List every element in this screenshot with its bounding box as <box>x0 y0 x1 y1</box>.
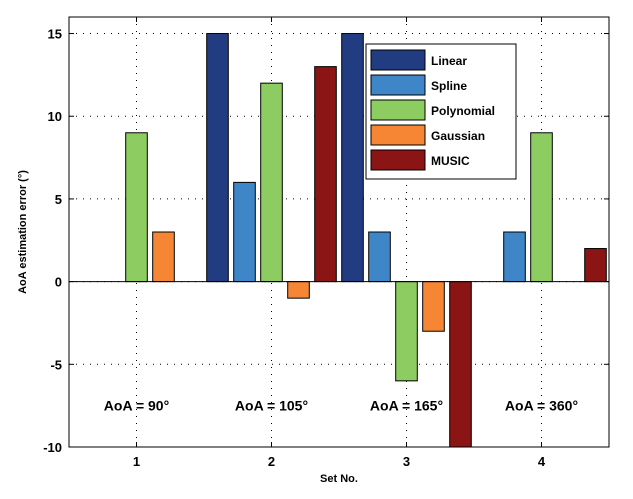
legend-label-music: MUSIC <box>431 154 470 168</box>
bar-polynomial-set-1 <box>125 132 148 283</box>
bar-spline-set-2 <box>233 181 256 283</box>
bar-polynomial-set-3 <box>395 281 418 382</box>
bars <box>125 33 607 448</box>
legend: Linear Spline Polynomial Gaussian MUSIC <box>365 43 517 180</box>
legend-swatch-polynomial <box>370 99 426 121</box>
x-tick-label: 4 <box>538 454 546 469</box>
y-tick-label: -10 <box>43 440 62 455</box>
legend-label-spline: Spline <box>431 79 467 93</box>
legend-label-polynomial: Polynomial <box>431 104 495 118</box>
bar-gaussian-set-3 <box>422 281 445 332</box>
annotations: AoA = 90° AoA = 105° AoA = 165° AoA = 360° <box>104 398 578 414</box>
legend-swatch-music <box>370 149 426 171</box>
plot-area <box>69 17 609 447</box>
bar-spline-set-3 <box>368 231 391 283</box>
legend-swatch-linear <box>370 49 426 71</box>
bar-spline-set-4 <box>503 231 526 283</box>
bar-music-set-2 <box>314 66 337 283</box>
annotation-set-3: AoA = 165° <box>370 398 443 414</box>
annotation-set-1: AoA = 90° <box>104 398 169 414</box>
annotation-set-4: AoA = 360° <box>505 398 578 414</box>
x-tick-label: 1 <box>133 454 140 469</box>
y-tick-label: 10 <box>48 109 62 124</box>
annotation-set-2: AoA = 105° <box>235 398 308 414</box>
y-axis-label: AoA estimation error (°) <box>17 170 29 294</box>
bar-music-set-3 <box>449 281 472 448</box>
x-tick-label: 2 <box>268 454 275 469</box>
y-tick-label: 5 <box>55 192 62 207</box>
legend-label-gaussian: Gaussian <box>431 129 485 143</box>
legend-swatch-spline <box>370 74 426 96</box>
x-axis-label: Set No. <box>320 473 358 485</box>
bar-gaussian-set-2 <box>287 281 310 299</box>
y-tick-label: 15 <box>48 27 62 42</box>
bar-gaussian-set-1 <box>152 231 175 283</box>
axis-ticks: -10 -5 0 5 10 15 1 2 3 4 <box>43 17 609 469</box>
legend-swatch-gaussian <box>370 124 426 146</box>
y-tick-label: -5 <box>50 357 62 372</box>
plot-frame <box>68 16 610 448</box>
bar-linear-set-2 <box>206 33 229 283</box>
y-tick-label: 0 <box>55 275 62 290</box>
x-tick-label: 3 <box>403 454 410 469</box>
bar-music-set-4 <box>584 248 607 283</box>
bar-polynomial-set-4 <box>530 132 553 283</box>
bar-linear-set-3 <box>341 33 364 283</box>
plot-background <box>69 17 609 447</box>
legend-label-linear: Linear <box>431 54 467 68</box>
bar-polynomial-set-2 <box>260 82 283 283</box>
